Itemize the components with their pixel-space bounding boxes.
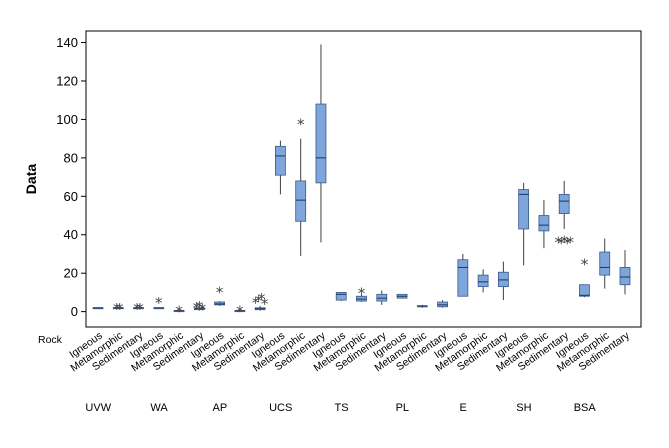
group-label-e: E [459, 402, 466, 414]
ts-igneous-iqr-rect [335, 292, 347, 301]
ap-metamorphic-outlier-0: * [236, 303, 244, 321]
uvw-sedimentary-box: ** [133, 300, 144, 318]
y-tick-label-60: 60 [64, 189, 78, 204]
wa-igneous-outlier-0: * [155, 294, 163, 312]
e-metamorphic-box [477, 269, 489, 293]
ts-metamorphic-box: * [356, 284, 367, 302]
bsa-sedimentary-iqr-rect [619, 267, 631, 286]
wa-sedimentary-outlier-1: * [196, 298, 204, 316]
bsa-metamorphic-box [599, 238, 611, 289]
uvw-igneous-box [92, 307, 104, 310]
group-label-bsa: BSA [574, 402, 597, 414]
group-label-wa: WA [150, 402, 168, 414]
ap-sedimentary-outlier-3: * [261, 295, 269, 313]
sh-sedimentary-outlier-0: * [554, 233, 562, 251]
y-tick-label-80: 80 [64, 150, 78, 165]
group-label-ucs: UCS [269, 402, 292, 414]
wa-sedimentary-box: *** [193, 298, 207, 319]
ts-igneous-box [335, 292, 347, 302]
ap-igneous-outlier-0: * [216, 283, 224, 301]
ts-metamorphic-outlier-0: * [358, 284, 366, 302]
sh-sedimentary-outlier-2: * [560, 233, 568, 251]
pl-metamorphic-box [416, 304, 428, 308]
ucs-igneous-iqr-rect [275, 145, 286, 176]
sh-metamorphic-box [538, 200, 550, 249]
pl-sedimentary-box [437, 300, 448, 308]
ap-sedimentary-outlier-2: * [258, 290, 266, 308]
wa-metamorphic-box: * [173, 303, 185, 321]
uvw-sedimentary-outlier-0: * [133, 300, 141, 318]
y-tick-label-100: 100 [56, 112, 78, 127]
sh-igneous-iqr-rect [518, 189, 530, 230]
sh-sedimentary-outlier-3: * [563, 234, 571, 252]
ucs-metamorphic-iqr-rect [295, 180, 307, 222]
uvw-metamorphic-outlier-0: * [113, 300, 121, 318]
group-label-ts: TS [334, 402, 348, 414]
ap-sedimentary-outlier-1: * [255, 292, 263, 310]
e-metamorphic-iqr-rect [477, 274, 489, 288]
e-sedimentary-box [497, 261, 509, 301]
bsa-metamorphic-iqr-rect [599, 251, 611, 276]
plot-frame [85, 30, 642, 328]
group-label-sh: SH [516, 402, 531, 414]
wa-metamorphic-outlier-0: * [175, 303, 183, 321]
wa-sedimentary-outlier-0: * [193, 299, 201, 317]
bsa-igneous-outlier-0: * [581, 256, 589, 274]
ucs-metamorphic-box: * [295, 115, 307, 256]
sh-sedimentary-iqr-rect [558, 193, 570, 214]
sh-metamorphic-iqr-rect [538, 215, 550, 232]
ap-sedimentary-outlier-0: * [252, 294, 260, 312]
wa-igneous-box: * [153, 294, 165, 312]
bsa-sedimentary-box [619, 250, 631, 295]
group-label-ap: AP [213, 402, 228, 414]
row-label-rock: Rock [38, 334, 63, 346]
sh-sedimentary-box: ***** [554, 180, 574, 252]
y-tick-label-40: 40 [64, 227, 78, 242]
ap-sedimentary-box: **** [252, 290, 269, 313]
y-tick-label-120: 120 [56, 73, 78, 88]
e-igneous-box [457, 253, 469, 297]
wa-sedimentary-outlier-2: * [199, 301, 207, 319]
group-label-pl: PL [396, 402, 409, 414]
y-tick-label-140: 140 [56, 35, 78, 50]
sh-sedimentary-outlier-1: * [557, 234, 565, 252]
bsa-igneous-box: * [579, 256, 590, 298]
ts-sedimentary-box [376, 290, 388, 305]
y-tick-label-0: 0 [71, 304, 78, 319]
y-axis: 0 20 40 60 80 100 120 140 [56, 35, 86, 319]
sh-sedimentary-outlier-4: * [566, 233, 574, 251]
ucs-metamorphic-outlier-0: * [297, 115, 305, 133]
ucs-sedimentary-box [315, 44, 327, 243]
sh-igneous-box [518, 182, 530, 266]
y-axis-label: Data [23, 164, 39, 195]
ucs-sedimentary-iqr-rect [315, 103, 327, 184]
category-labels: IgneousMetamorphicSedimentaryUVWIgneousM… [67, 329, 632, 414]
uvw-metamorphic-outlier-1: * [116, 300, 124, 318]
bsa-igneous-iqr-rect [579, 284, 590, 297]
y-tick-label-20: 20 [64, 266, 78, 281]
ap-igneous-box: * [214, 283, 226, 306]
ucs-igneous-box [275, 140, 286, 195]
ap-metamorphic-box: * [234, 303, 246, 321]
group-label-uvw: UVW [85, 402, 111, 414]
uvw-sedimentary-outlier-1: * [136, 300, 144, 318]
uvw-metamorphic-box: ** [112, 300, 124, 318]
e-igneous-iqr-rect [457, 259, 469, 297]
boxes: ** ** * * ***** ************ [92, 44, 631, 321]
pl-igneous-box [396, 293, 408, 299]
